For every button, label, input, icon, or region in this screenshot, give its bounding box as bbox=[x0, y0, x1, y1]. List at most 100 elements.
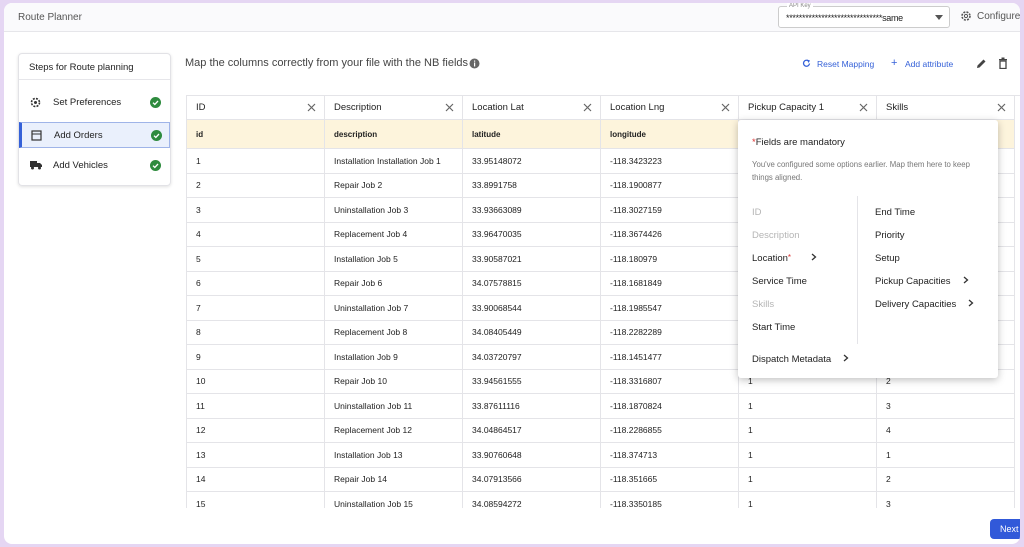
cell-text: 1 bbox=[886, 449, 891, 460]
edit-icon[interactable] bbox=[976, 58, 987, 69]
popup-note: You've configured some options earlier. … bbox=[752, 160, 970, 182]
cell-text: 8 bbox=[196, 327, 201, 338]
api-key-value: ******************************same bbox=[786, 13, 903, 23]
chevron bbox=[811, 253, 817, 264]
cell-text: -118.2282289 bbox=[610, 327, 662, 338]
field-name: ID bbox=[752, 207, 762, 218]
field-label: Description bbox=[752, 230, 800, 241]
table-cell: 3 bbox=[187, 198, 325, 223]
mapping-cell[interactable]: longitude bbox=[601, 120, 739, 149]
cell-text: 1 bbox=[748, 474, 753, 485]
add-attribute-button[interactable]: Add attribute bbox=[905, 59, 954, 69]
cell-text: 1 bbox=[196, 155, 201, 166]
table-cell: 7 bbox=[187, 296, 325, 321]
configure-button[interactable]: Configure bbox=[977, 11, 1020, 22]
cell-text: 11 bbox=[196, 400, 205, 411]
cell-text: -118.3316807 bbox=[610, 376, 662, 387]
delete-icon[interactable] bbox=[998, 57, 1008, 69]
step-item[interactable]: Add Vehicles bbox=[19, 153, 170, 179]
cell-text: 7 bbox=[196, 302, 201, 313]
cell-text: 33.90068544 bbox=[472, 302, 522, 313]
step-item[interactable]: Set Preferences bbox=[19, 90, 170, 116]
mandatory-text: Fields are mandatory bbox=[755, 137, 845, 148]
info-icon bbox=[469, 58, 480, 69]
table-cell: 34.07913566 bbox=[463, 467, 601, 492]
table-cell: -118.374713 bbox=[601, 443, 739, 468]
field-name: Service Time bbox=[752, 276, 807, 287]
cell-text: 2 bbox=[886, 474, 891, 485]
chevron bbox=[963, 276, 969, 287]
remove-column bbox=[583, 103, 592, 115]
cell-text: 34.04864517 bbox=[472, 425, 522, 436]
table-cell: 4 bbox=[877, 418, 1015, 443]
field-option[interactable]: Location* bbox=[752, 253, 817, 264]
cell-text: Uninstallation Job 15 bbox=[334, 498, 413, 508]
cell-text: 1 bbox=[748, 449, 753, 460]
next-button[interactable]: Next bbox=[990, 519, 1020, 539]
field-option[interactable]: Dispatch Metadata bbox=[752, 354, 849, 365]
column-name: Skills bbox=[886, 102, 909, 113]
cell-text: 34.07578815 bbox=[472, 278, 522, 289]
table-cell: 13 bbox=[187, 443, 325, 468]
step-item[interactable]: Add Orders bbox=[19, 121, 170, 148]
gear-icon bbox=[961, 11, 971, 21]
steps-title: Steps for Route planning bbox=[29, 62, 134, 73]
mapping-cell[interactable]: latitude bbox=[463, 120, 601, 149]
table-cell: 1 bbox=[739, 394, 877, 419]
cell-text: Uninstallation Job 7 bbox=[334, 302, 409, 313]
cell-text: 3 bbox=[886, 400, 891, 411]
table-cell: 2 bbox=[187, 173, 325, 198]
field-option[interactable]: Start Time bbox=[752, 322, 795, 333]
field-name: Setup bbox=[875, 253, 900, 264]
table-cell: 33.90760648 bbox=[463, 443, 601, 468]
mapping-cell[interactable]: description bbox=[325, 120, 463, 149]
table-cell: 3 bbox=[877, 394, 1015, 419]
field-label: ID bbox=[752, 207, 762, 218]
cell-text: -118.3423223 bbox=[610, 155, 662, 166]
field-option[interactable]: Delivery Capacities bbox=[875, 299, 974, 310]
cell-text: 34.07913566 bbox=[472, 474, 522, 485]
remove-column bbox=[721, 103, 730, 115]
api-key-select[interactable]: API Key ******************************sa… bbox=[778, 3, 950, 28]
steps-panel: Steps for Route planning Set Preferences… bbox=[18, 53, 171, 186]
field-name: Start Time bbox=[752, 322, 796, 333]
field-label: End Time bbox=[875, 207, 915, 218]
cell-text: Uninstallation Job 3 bbox=[334, 204, 409, 215]
field-option[interactable]: Pickup Capacities bbox=[875, 276, 969, 287]
table-cell: 33.96470035 bbox=[463, 222, 601, 247]
cell-text: Installation Job 5 bbox=[334, 253, 398, 264]
table-cell: -118.2282289 bbox=[601, 320, 739, 345]
reset-mapping-button[interactable]: Reset Mapping bbox=[817, 59, 875, 69]
column-header: Pickup Capacity 1 bbox=[739, 96, 877, 120]
step-icon bbox=[31, 129, 42, 144]
field-label: Dispatch Metadata bbox=[752, 354, 831, 365]
mapped-field: latitude bbox=[472, 129, 501, 139]
table-cell: 33.93663089 bbox=[463, 198, 601, 223]
field-option[interactable]: Priority bbox=[875, 230, 905, 241]
mapping-cell[interactable]: id bbox=[187, 120, 325, 149]
cell-text: -118.3350185 bbox=[610, 498, 662, 508]
field-option[interactable]: Service Time bbox=[752, 276, 807, 287]
table-cell: -118.2286855 bbox=[601, 418, 739, 443]
table-cell: Uninstallation Job 11 bbox=[325, 394, 463, 419]
cell-text: 33.87611116 bbox=[472, 400, 520, 411]
column-name: Description bbox=[334, 102, 382, 113]
step-icon bbox=[30, 97, 41, 111]
field-option[interactable]: End Time bbox=[875, 207, 915, 218]
table-cell: 33.90068544 bbox=[463, 296, 601, 321]
step-label: Set Preferences bbox=[53, 97, 122, 108]
field-option[interactable]: Setup bbox=[875, 253, 900, 264]
table-cell: Replacement Job 8 bbox=[325, 320, 463, 345]
table-cell: Installation Installation Job 1 bbox=[325, 149, 463, 174]
remove-column bbox=[445, 103, 454, 115]
table-cell: Repair Job 2 bbox=[325, 173, 463, 198]
table-cell: 34.07578815 bbox=[463, 271, 601, 296]
field-menu: *Fields are mandatory You've configured … bbox=[738, 120, 998, 378]
cell-text: 1 bbox=[748, 425, 753, 436]
plus-icon: + bbox=[891, 57, 898, 69]
cell-text: 4 bbox=[886, 425, 891, 436]
table-cell: Repair Job 6 bbox=[325, 271, 463, 296]
mandatory-note: *Fields are mandatory bbox=[752, 137, 845, 148]
api-key-label: API Key bbox=[787, 3, 813, 9]
check-icon bbox=[151, 129, 162, 144]
